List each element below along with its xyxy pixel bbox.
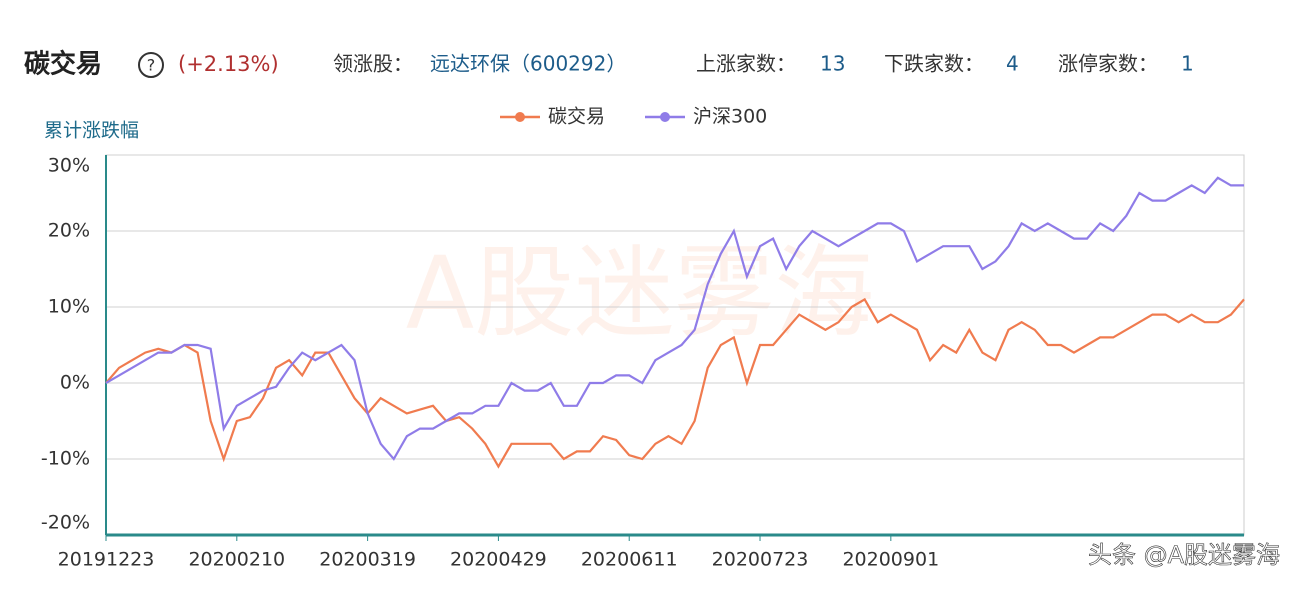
x-tick-label: 20200611 xyxy=(581,549,678,571)
legend-dot xyxy=(515,112,525,122)
series-line xyxy=(105,297,1245,469)
help-text[interactable]: ? xyxy=(147,56,156,75)
help-icon[interactable] xyxy=(138,52,164,78)
y-tick-label: 10% xyxy=(48,296,90,318)
y-axis-title: 累计涨跌幅 xyxy=(44,120,139,142)
y-tick-label: -20% xyxy=(41,512,90,534)
x-tick-label: 20191223 xyxy=(58,549,155,571)
leader-label: 领涨股： xyxy=(333,52,413,76)
watermark: A股迷雾海 xyxy=(406,234,874,351)
x-tick-label: 20200210 xyxy=(188,549,285,571)
leader[interactable]: 远达环保（600292） xyxy=(430,52,626,76)
legend-label: 碳交易 xyxy=(548,106,605,128)
down: 4 xyxy=(1006,52,1019,76)
y-tick-label: -10% xyxy=(41,448,90,470)
y-tick-label: 0% xyxy=(60,372,90,394)
chart-title: 碳交易 xyxy=(24,49,102,80)
x-tick-label: 20200319 xyxy=(319,549,416,571)
up-label: 上涨家数： xyxy=(696,52,796,76)
down-label: 下跌家数： xyxy=(884,52,984,76)
x-tick-label: 20200901 xyxy=(842,549,939,571)
legend-dot xyxy=(660,112,670,122)
x-tick-label: 20200429 xyxy=(450,549,547,571)
x-tick-label: 20200723 xyxy=(712,549,809,571)
series-line xyxy=(105,176,1244,461)
limit-label: 涨停家数： xyxy=(1058,52,1158,76)
up: 13 xyxy=(820,52,845,76)
credit: 头条 @A股迷雾海 xyxy=(1088,541,1280,569)
y-tick-label: 30% xyxy=(48,155,90,177)
change: (+2.13%) xyxy=(178,52,279,76)
legend-label: 沪深300 xyxy=(693,106,767,128)
y-tick-label: 20% xyxy=(48,220,90,242)
limit: 1 xyxy=(1181,52,1194,76)
